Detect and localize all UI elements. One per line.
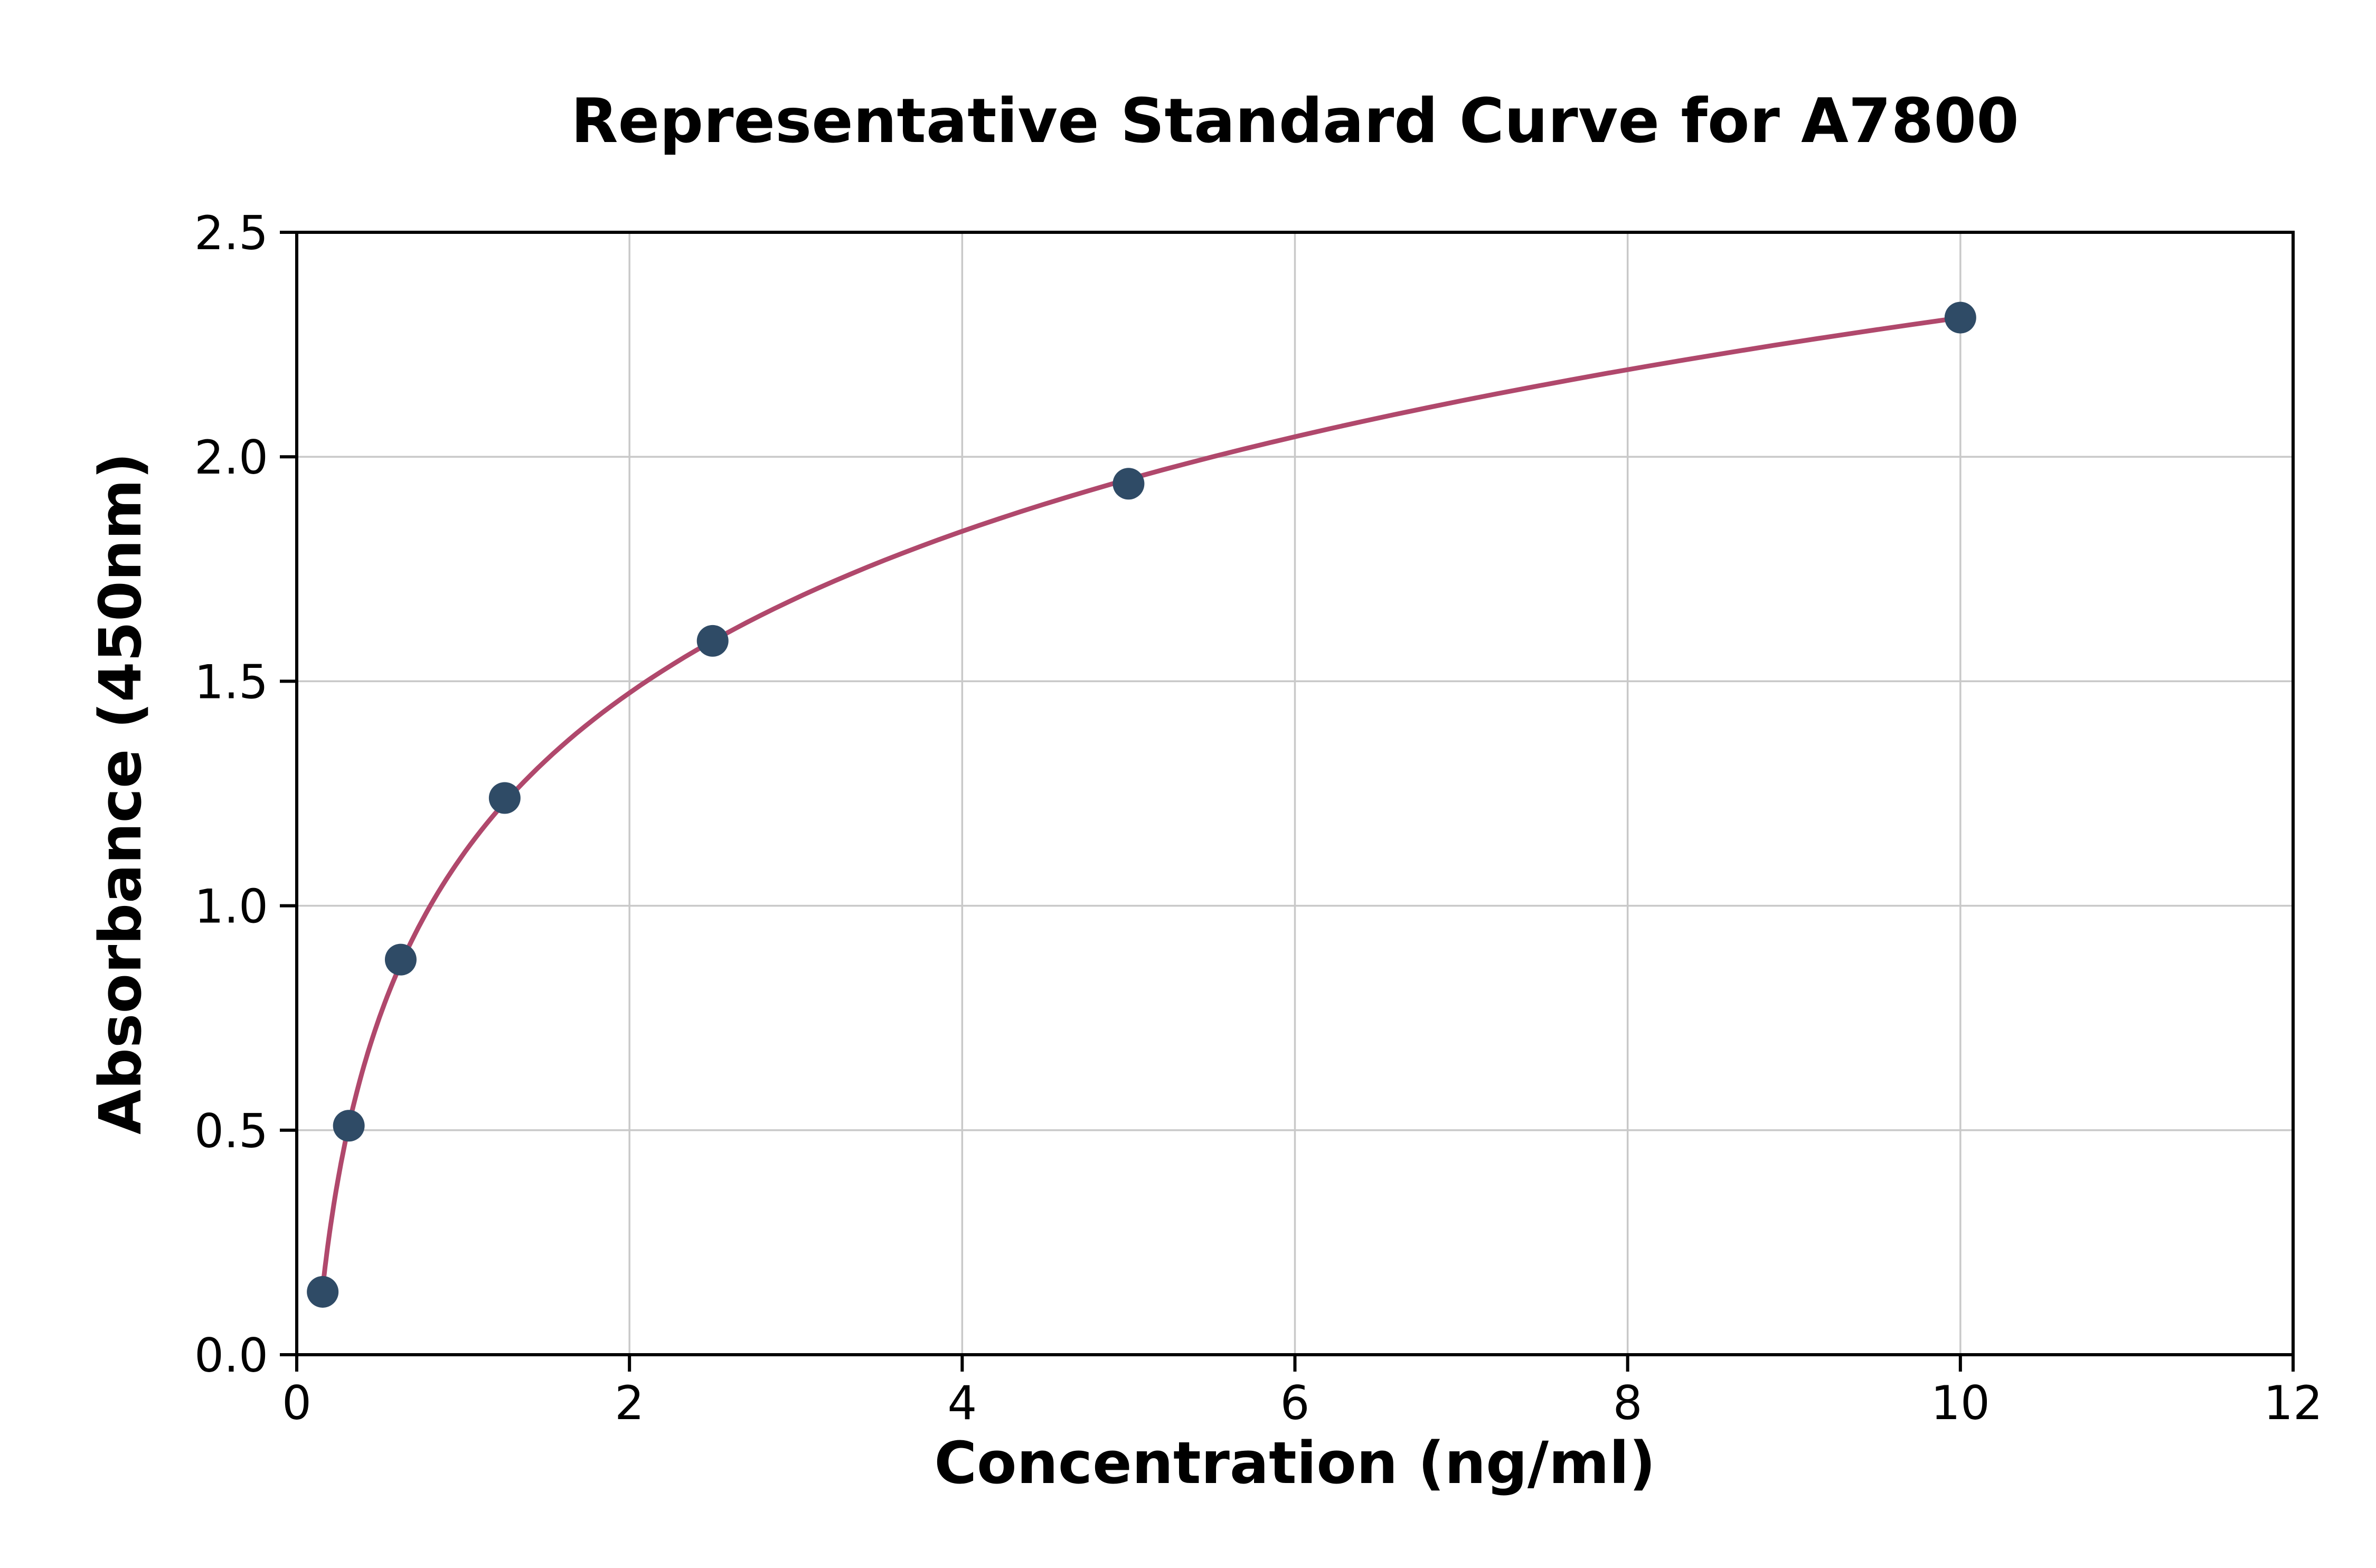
y-tick-label: 0.0: [194, 1328, 268, 1383]
x-tick-label: 0: [282, 1376, 312, 1430]
data-point: [488, 782, 521, 814]
data-point: [307, 1276, 339, 1308]
x-tick-label: 6: [1280, 1376, 1310, 1430]
y-tick-label: 2.5: [194, 206, 268, 260]
x-tick-label: 8: [1613, 1376, 1643, 1430]
y-tick-label: 1.0: [194, 880, 268, 934]
y-tick-label: 1.5: [194, 655, 268, 709]
x-tick-label: 12: [2264, 1376, 2323, 1430]
fit-curve: [320, 315, 1963, 1290]
data-point: [1944, 301, 1976, 334]
data-point: [384, 943, 417, 976]
x-tick-label: 2: [615, 1376, 644, 1430]
data-point: [333, 1110, 365, 1142]
y-tick-label: 0.5: [194, 1104, 268, 1158]
data-point: [1112, 468, 1145, 500]
data-point: [696, 625, 729, 657]
x-tick-label: 10: [1931, 1376, 1990, 1430]
x-tick-label: 4: [947, 1376, 977, 1430]
y-tick-label: 2.0: [194, 430, 268, 485]
x-axis-title: Concentration (ng/ml): [934, 1429, 1656, 1497]
chart-title: Representative Standard Curve for A7800: [571, 86, 2019, 157]
